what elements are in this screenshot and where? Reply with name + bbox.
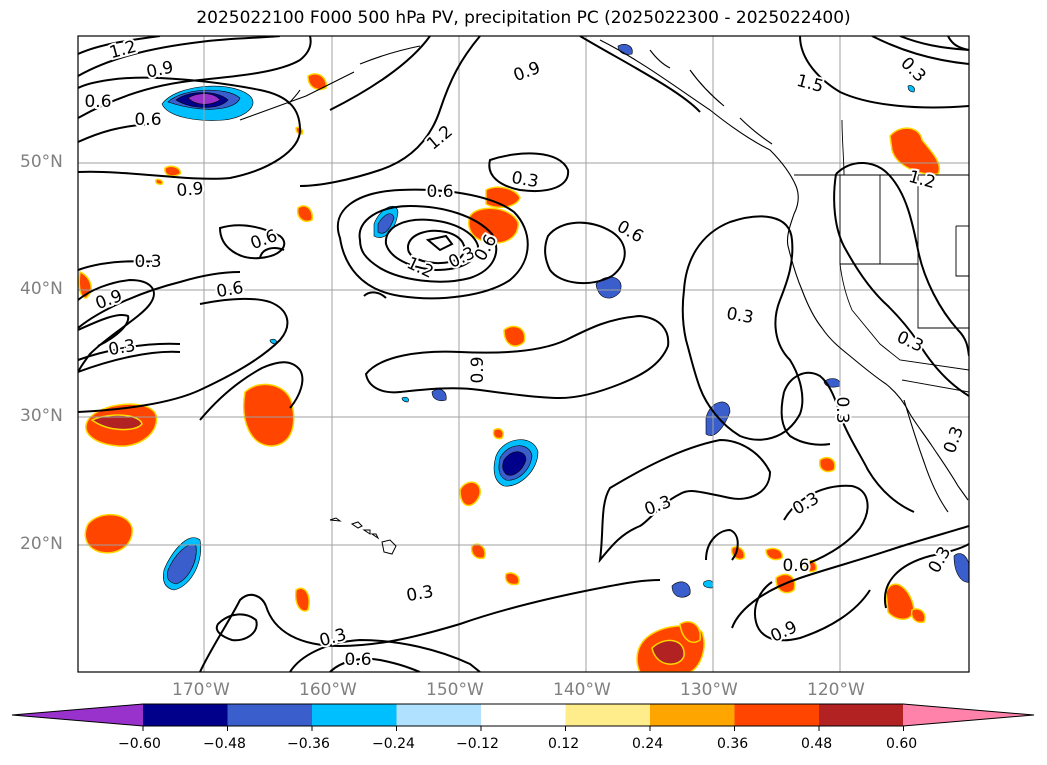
colorbar-cell [227,704,313,726]
lon-label: 130°W [680,680,738,700]
colorbar-tick-label: −0.60 [118,736,161,752]
precip-blob [617,44,633,55]
contour-label: 0.9 [176,179,205,201]
lat-label: 40°N [20,279,63,299]
precip-blob [161,85,254,121]
colorbar-extend-min [12,704,143,726]
colorbar-cell [819,704,904,726]
contour-label: 0.9 [145,57,176,82]
state-borders [794,119,969,393]
precip-blob [401,396,409,403]
colorbar-tick-label: −0.48 [203,736,246,752]
contour-label: 0.6 [134,110,161,130]
colorbar-tick-label: −0.24 [372,736,415,752]
precip-blob [679,620,701,644]
lat-label: 20°N [20,534,63,554]
pv-contours [78,36,969,672]
contour-label: 0.3 [405,582,435,606]
coastlines [239,39,969,513]
colorbar-extend-max [903,704,1034,726]
contour-label: 0.3 [940,424,968,456]
hawaii-islands [329,517,397,555]
contour-label: 0.6 [344,650,371,670]
contour-label: 0.6 [248,226,280,254]
colorbar-tick-label: −0.12 [456,736,499,752]
lon-label: 120°W [807,680,865,700]
contour-label: 0.9 [468,356,488,383]
lat-label: 30°N [20,406,63,426]
precip-blob [765,547,783,561]
precip-blob [493,439,539,487]
contour-label: 0.3 [725,304,755,328]
precip-blob [296,205,314,222]
gridlines [78,36,969,672]
precip-blob [910,608,926,624]
contour-label-group: 1.20.90.60.60.90.60.30.60.30.90.61.20.30… [82,35,970,672]
precip-blob [671,581,691,598]
contour-label: 1.2 [423,122,457,155]
precip-blob [470,543,486,560]
lon-label: 160°W [299,680,357,700]
contour-label: 0.3 [134,252,161,272]
colorbar-tick-label: 0.36 [717,736,749,752]
colorbar-tick-label: 0.24 [632,736,664,752]
lat-label: 50°N [20,152,63,172]
lon-label: 140°W [553,680,611,700]
contour-label: 0.6 [84,92,111,112]
colorbar-cell [481,704,566,726]
colorbar [11,703,1035,731]
lon-label: 170°W [172,680,230,700]
precip-blob [243,383,295,447]
precip-blob [468,207,519,244]
precip-blob [953,553,969,583]
contour-label: 0.9 [768,617,801,647]
precip-blob [504,572,520,586]
contour-label: 0.3 [642,492,674,520]
contour-label: 1.5 [794,71,825,97]
contour-label: 0.9 [511,58,543,86]
contour-label: 0.3 [317,625,348,651]
colorbar-tick-label: 0.12 [548,736,580,752]
colorbar-cell [312,704,397,726]
precip-blob [307,73,327,91]
contour-label: 0.3 [894,327,927,357]
precip-blob [703,580,714,589]
colorbar-cell [650,704,735,726]
colorbar-tick-label: 0.60 [886,736,918,752]
precip-blob [818,456,836,473]
precip-blob [885,583,915,620]
contour-label: 0.6 [426,182,453,202]
precip-negative-areas [161,44,969,598]
colorbar-cell [565,704,651,726]
lon-label: 150°W [426,680,484,700]
colorbar-cell [396,704,482,726]
precip-blob [503,325,526,347]
contour-label: 0.3 [789,489,822,520]
precip-blob [431,388,447,402]
contour-label: 0.3 [925,543,956,576]
precip-blob [459,481,481,507]
precip-blob [373,206,399,238]
precip-blob [907,85,915,93]
contour-label: 0.3 [832,396,852,423]
precip-blob [294,587,310,612]
precip-blob [492,427,505,440]
contour-label: 0.6 [782,556,809,576]
colorbar-tick-label: −0.36 [287,736,330,752]
map-frame [77,35,970,673]
colorbar-cell [143,704,228,726]
precip-blob [84,514,133,554]
contour-label: 0.6 [613,217,646,248]
contour-label: 0.3 [896,53,929,86]
precip-blob [78,270,92,299]
precip-blob [85,403,158,447]
precip-blob [155,178,164,185]
precip-blob [164,165,181,177]
contour-label: 1.2 [107,37,138,63]
precip-blob [163,537,202,591]
colorbar-cell [734,704,820,726]
map-title: 2025022100 F000 500 hPa PV, precipitatio… [196,8,851,28]
colorbar-tick-label: 0.48 [801,736,833,752]
